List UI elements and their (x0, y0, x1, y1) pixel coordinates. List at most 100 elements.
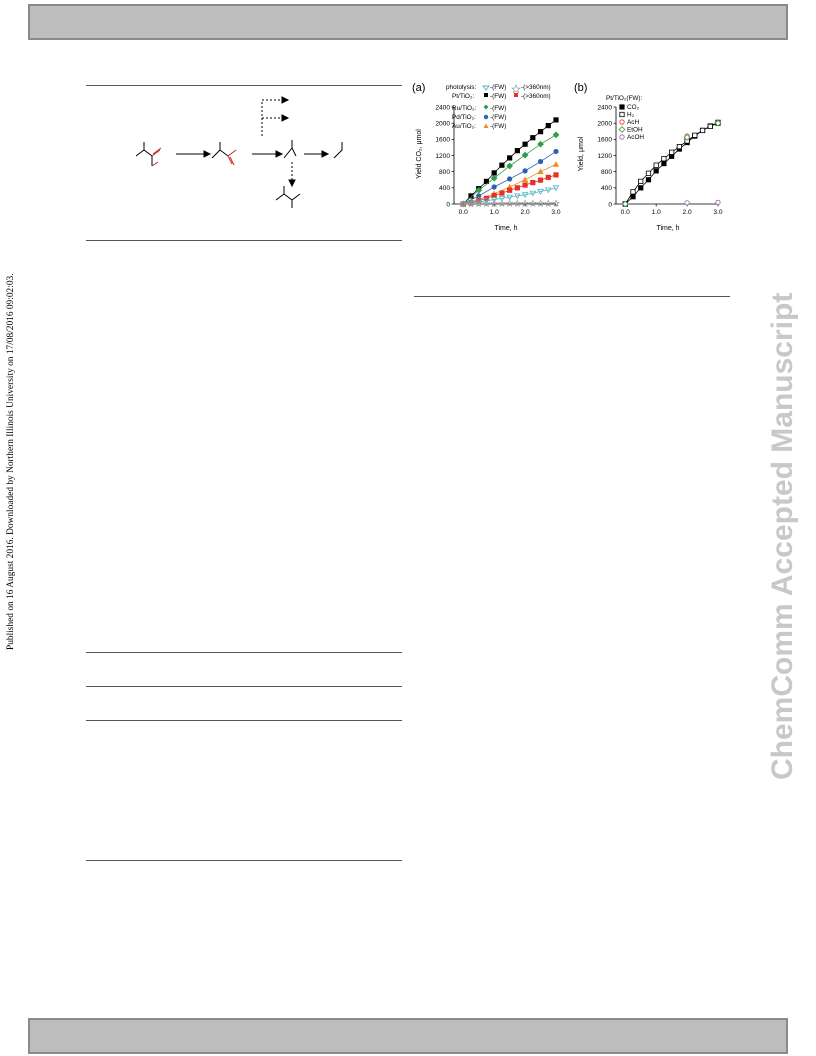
molecule-5-chain (275, 193, 301, 201)
legend-b-marker (619, 104, 625, 110)
molecule-2-chain (211, 149, 229, 159)
data-point (692, 132, 698, 138)
legend-b-marker (618, 126, 626, 133)
legend-a-pt-uv-marker (514, 93, 518, 97)
data-point (475, 186, 483, 194)
data-point (514, 193, 521, 200)
molecule-1-carbonyl (151, 149, 161, 157)
legend-a-photolysis-fw-label: -(FW) (490, 84, 506, 91)
chart-b-ylabel: Yield, μmol (578, 136, 585, 171)
x-tick-label: 1.0 (652, 209, 661, 216)
data-point (653, 162, 659, 168)
y-tick-label: 800 (601, 169, 612, 176)
y-tick-label: 400 (439, 185, 450, 192)
series-line (463, 187, 557, 205)
data-point (513, 199, 522, 208)
legend-a-ru-label: -(FW) (490, 105, 506, 112)
molecule-4-chain (333, 142, 343, 159)
legend-a-row2-label: Pt/TiO₂: (452, 93, 474, 100)
legend-a-au-marker (483, 123, 489, 128)
legend-a-row5-label: Au/TiO₂: (452, 123, 476, 130)
y-tick-label: 0 (608, 201, 612, 208)
table-top-rule (86, 652, 402, 653)
legend-a-photolysis-fw-marker (482, 85, 490, 91)
data-point (537, 129, 544, 135)
data-point (553, 148, 559, 155)
data-point (645, 170, 652, 176)
data-point (715, 199, 721, 205)
legend-a-row3-label: Ru/TiO₂: (452, 105, 476, 112)
data-point (497, 199, 506, 208)
legend-b-marker (619, 119, 625, 125)
y-tick-label: 2400 (435, 104, 450, 111)
data-point (521, 199, 530, 208)
y-tick-label: 1200 (597, 153, 612, 160)
data-point (482, 199, 491, 208)
data-point (684, 200, 690, 206)
y-tick-label: 2000 (597, 120, 612, 127)
data-point (521, 176, 529, 183)
data-point (653, 168, 659, 174)
legend-a-pd-label: -(FW) (490, 114, 506, 121)
x-tick-label: 0.0 (459, 209, 468, 216)
data-point (507, 155, 513, 161)
data-point (714, 119, 722, 127)
data-point (521, 192, 529, 199)
x-tick-label: 2.0 (683, 209, 692, 216)
legend-a-pt-fw-label: -(FW) (490, 93, 506, 100)
table-body-rule (86, 720, 402, 721)
legend-a-pt-uv-label: -(>360nm) (521, 93, 551, 100)
data-point (507, 176, 513, 182)
data-point (490, 199, 499, 208)
data-point (707, 123, 713, 130)
molecule-3-chain (283, 147, 297, 159)
data-point (638, 178, 644, 184)
data-point (537, 168, 544, 174)
data-point (630, 194, 636, 200)
chart-b-panel-label: (b) (574, 82, 587, 94)
legend-a-ru-marker (483, 104, 489, 110)
chart-a-legend: photolysis: -(FW) -(>360nm) Pt/TiO₂: -(F… (446, 84, 551, 130)
data-point (491, 170, 497, 176)
data-point (552, 199, 560, 207)
data-point (528, 199, 537, 208)
chart-a-xlabel: Time, h (494, 225, 517, 232)
table-header-rule (86, 686, 402, 687)
data-point (537, 158, 544, 165)
legend-b-label: H₂ (627, 112, 635, 119)
data-point (459, 200, 468, 208)
data-point (699, 127, 706, 134)
data-point (521, 151, 529, 159)
data-point (499, 190, 505, 196)
data-point (630, 189, 636, 195)
data-point (676, 144, 682, 150)
scheme-bottom-rule (86, 240, 402, 241)
legend-a-pd-marker (483, 114, 489, 120)
series-line (463, 202, 557, 205)
data-point (669, 149, 675, 155)
bottom-footer-band (28, 1018, 788, 1054)
data-point (545, 174, 551, 180)
reaction-scheme (135, 96, 343, 208)
data-point (661, 160, 667, 167)
data-point (530, 179, 536, 186)
scheme-top-rule (86, 85, 402, 86)
legend-a-au-label: -(FW) (490, 123, 506, 130)
data-point (552, 131, 560, 139)
data-point (553, 172, 559, 178)
y-tick-label: 800 (439, 169, 450, 176)
figure-bottom-rule (414, 296, 730, 297)
data-point (683, 133, 691, 141)
data-point (483, 198, 490, 205)
data-point (507, 187, 513, 193)
legend-b-label: AcH (627, 119, 639, 126)
data-point (530, 135, 536, 141)
legend-a-photolysis-uv-label: -(>360nm) (521, 84, 551, 91)
data-point (621, 200, 629, 208)
data-point (506, 162, 514, 170)
x-tick-label: 0.0 (621, 209, 630, 216)
y-tick-label: 1600 (597, 137, 612, 144)
legend-b-marker (619, 134, 625, 140)
legend-b-label: AcOH (627, 134, 644, 141)
x-tick-label: 3.0 (551, 209, 560, 216)
